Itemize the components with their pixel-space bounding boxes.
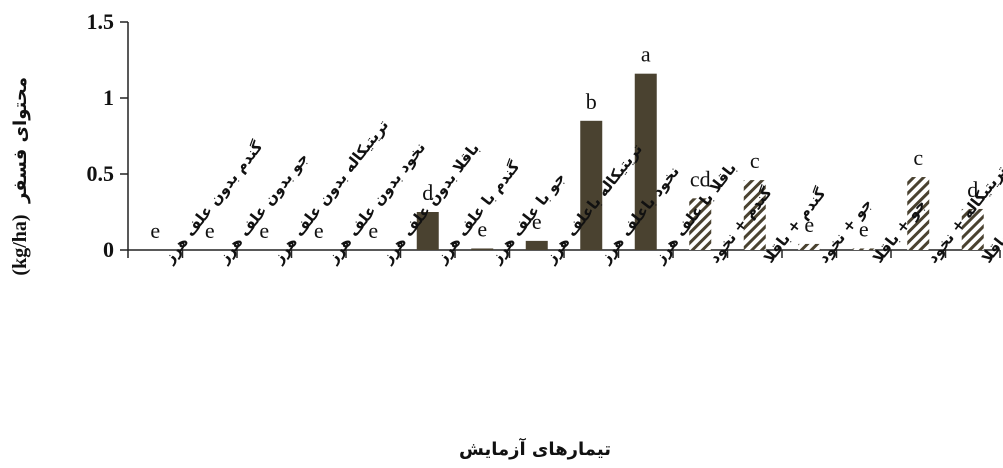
letter-4: e	[368, 218, 378, 243]
y-tick-label-2: 1	[103, 85, 114, 110]
bar-12	[798, 243, 821, 250]
axes: 0 0.5 1 1.5	[87, 9, 1001, 262]
x-tick-label-3: نخود بدون علف هرز	[323, 139, 429, 268]
letter-11: c	[750, 148, 760, 173]
bars	[416, 73, 984, 251]
y-axis-unit: (kg/ha)	[9, 214, 31, 275]
x-tick-label-0: گندم بدون علف هرز	[160, 138, 267, 268]
bar-6	[471, 248, 494, 250]
y-tick-label-0: 0	[103, 237, 114, 262]
letter-14: c	[913, 145, 923, 170]
y-axis-title: محتوای فسفر (kg/ha)	[9, 77, 31, 276]
bar-15	[961, 208, 984, 250]
x-axis-label: تیمارهای آزمایش	[459, 437, 611, 460]
y-axis-label: محتوای فسفر	[10, 77, 31, 204]
bar-8	[580, 120, 603, 250]
letter-6: e	[477, 216, 487, 241]
bar-13	[852, 248, 875, 250]
bar-10	[689, 198, 712, 250]
letter-0: e	[150, 218, 160, 243]
letter-12: e	[804, 212, 814, 237]
letter-15: d	[967, 177, 978, 202]
y-tick-label-1: 0.5	[87, 161, 115, 186]
y-tick-label-3: 1.5	[87, 9, 115, 34]
bar-5	[416, 212, 439, 250]
letter-3: e	[314, 218, 324, 243]
bar-14	[907, 177, 930, 250]
bar-9	[634, 73, 657, 251]
letter-5: d	[422, 180, 433, 205]
letter-7: e	[532, 209, 542, 234]
letter-10: cd	[690, 166, 711, 191]
letter-8: b	[586, 89, 597, 114]
letter-9: a	[641, 42, 651, 67]
bar-11	[743, 180, 766, 250]
letter-2: e	[259, 218, 269, 243]
letter-13: e	[859, 216, 869, 241]
bar-7	[525, 240, 548, 250]
letter-1: e	[205, 218, 215, 243]
